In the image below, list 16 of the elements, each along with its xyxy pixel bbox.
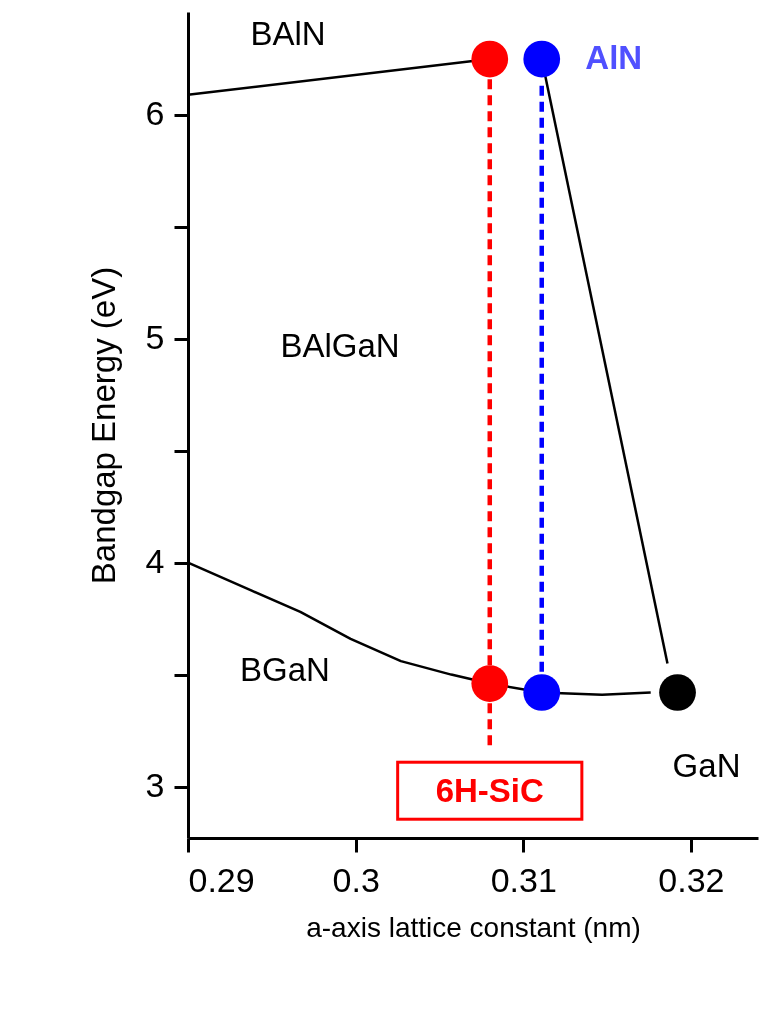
series-label: 6H-SiC: [435, 772, 544, 810]
x-tick-label: 0.31: [490, 860, 557, 899]
y-tick-label: 6: [145, 94, 165, 133]
y-tick-label: 3: [145, 766, 165, 805]
series-label: AlN: [585, 39, 643, 77]
x-tick-label: 0.29: [188, 860, 255, 899]
y-axis-title: Bandgap Energy (eV): [84, 266, 122, 585]
x-axis-title: a-axis lattice constant (nm): [306, 911, 641, 943]
y-tick-label: 4: [145, 542, 165, 581]
x-tick-label: 0.3: [332, 860, 380, 899]
series-label: GaN: [672, 747, 741, 785]
annotation: BAlGaN: [280, 327, 400, 364]
series-label: BAlN: [250, 14, 326, 52]
y-tick-label: 5: [145, 318, 165, 357]
x-tick-label: 0.32: [658, 860, 725, 899]
series-label: BGaN: [240, 650, 330, 688]
